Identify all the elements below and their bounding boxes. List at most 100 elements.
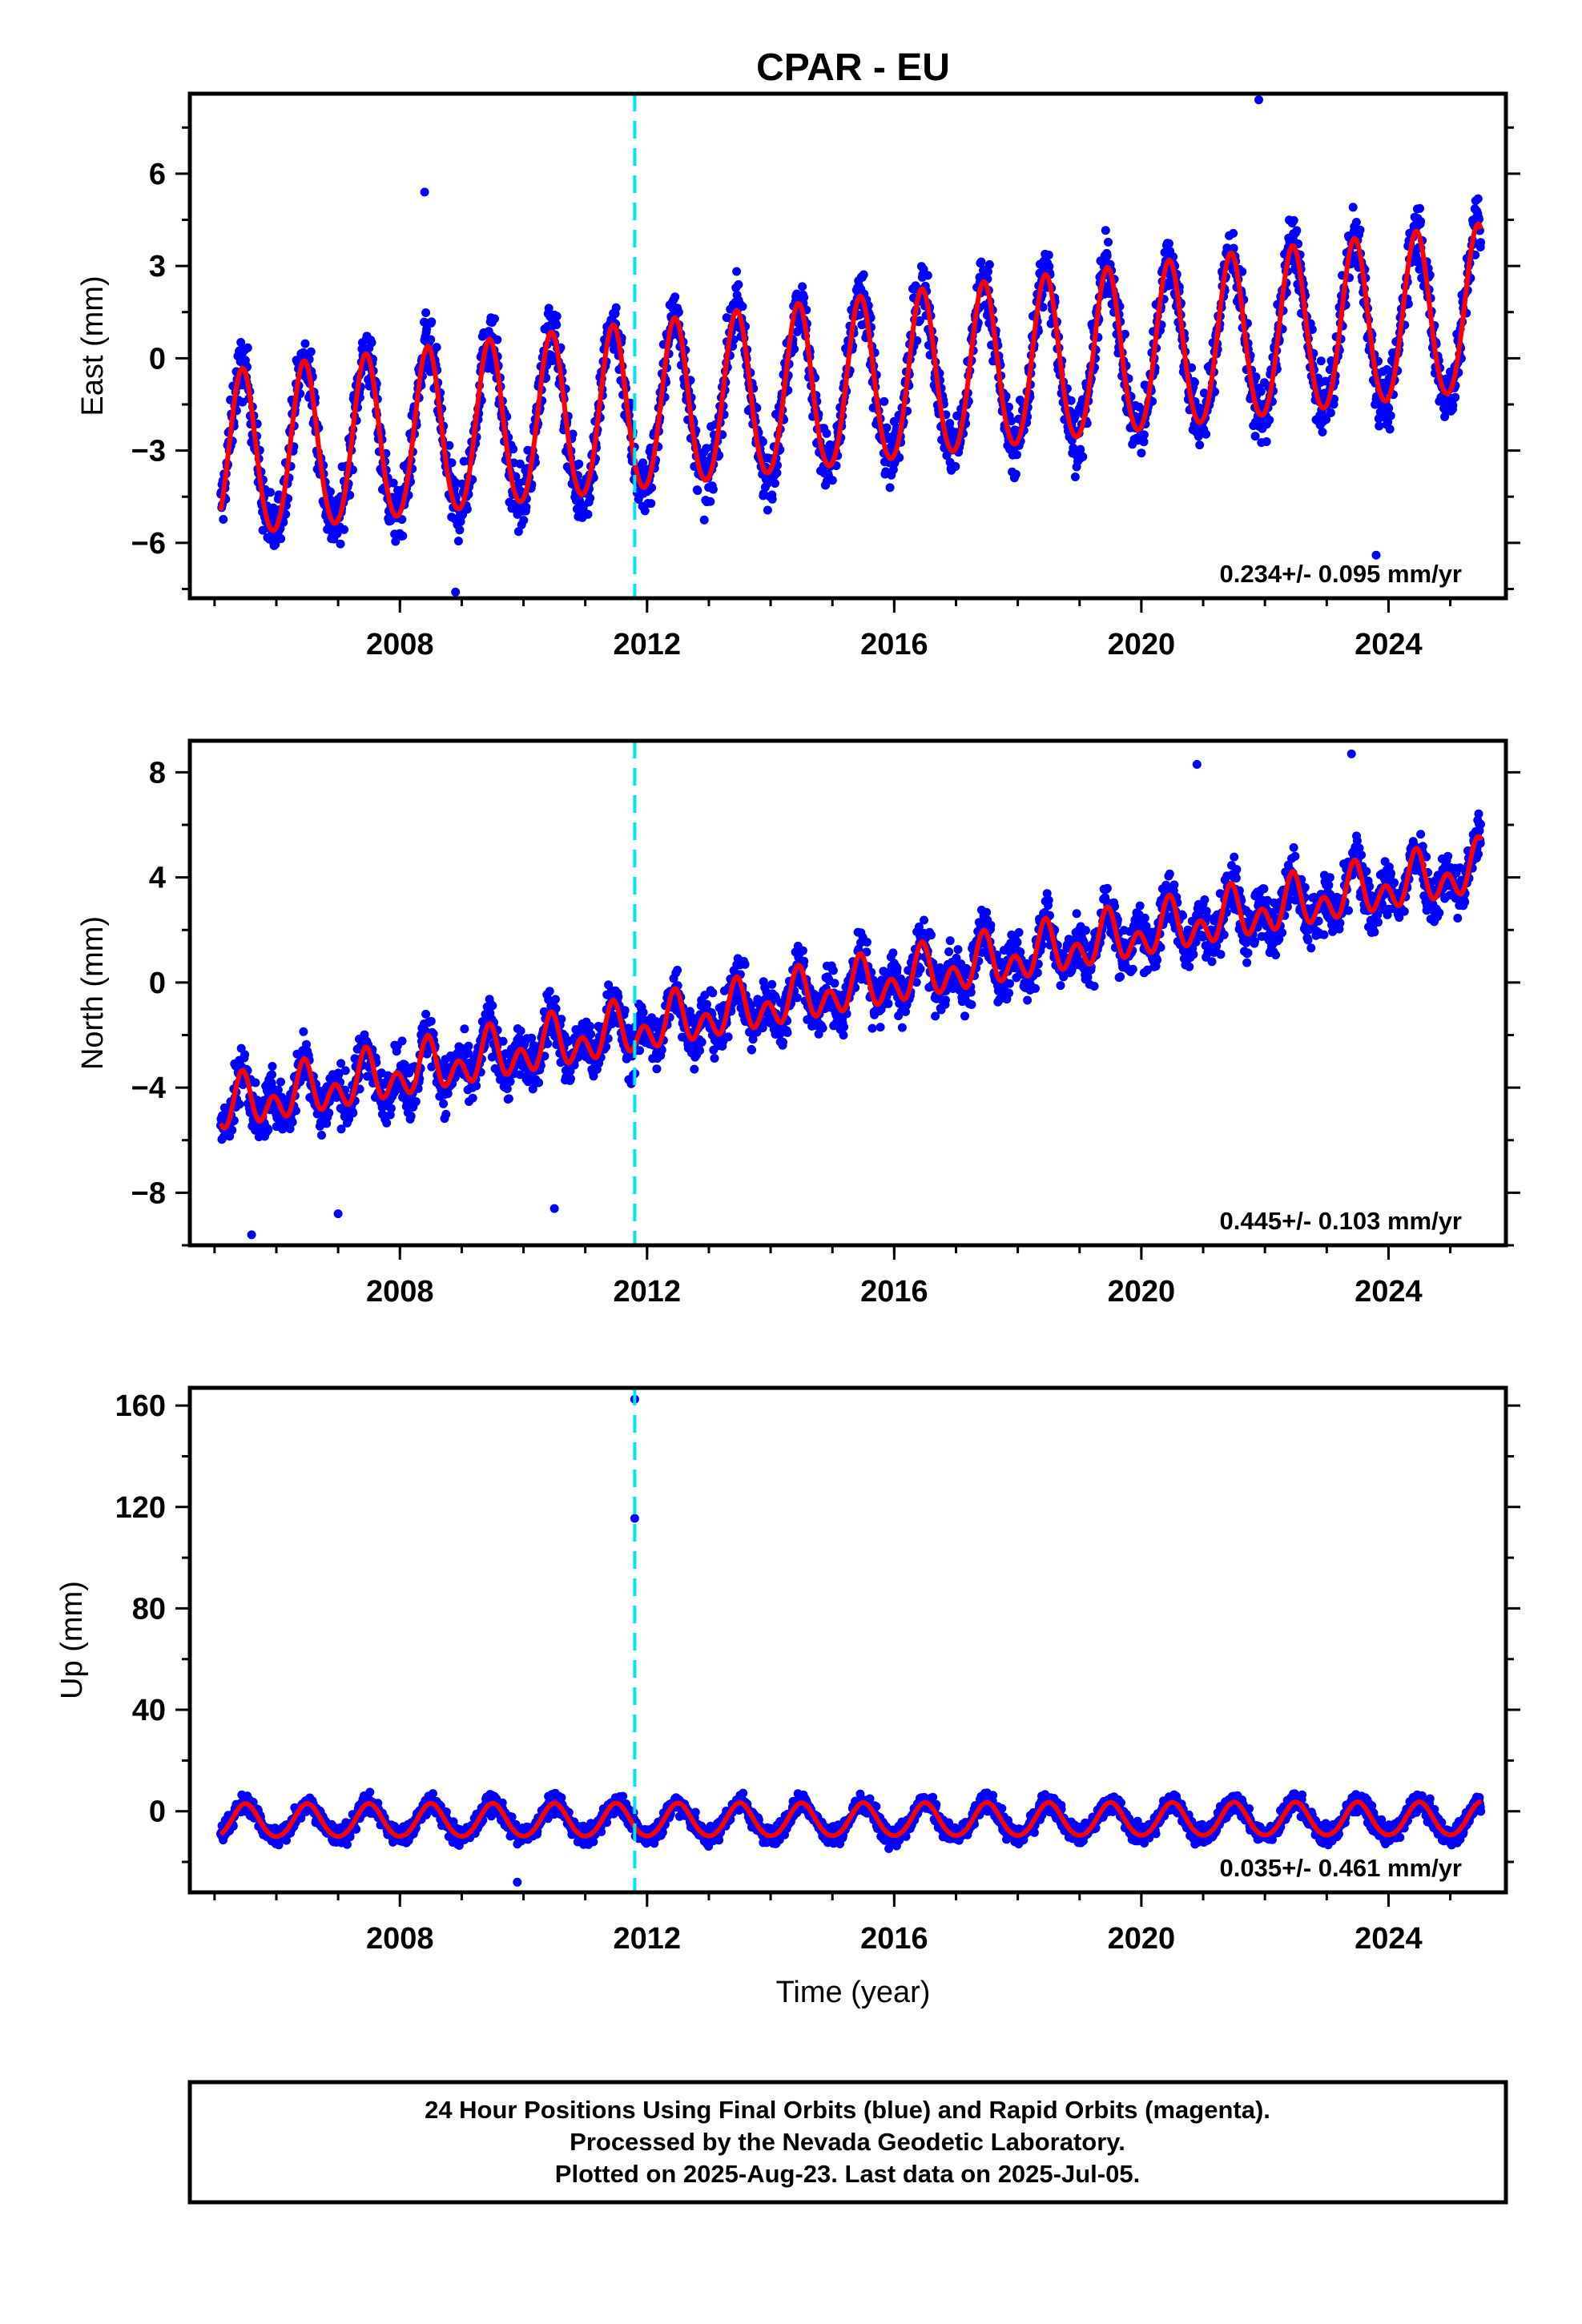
data-point xyxy=(439,1099,449,1108)
data-point xyxy=(1195,440,1205,450)
data-point xyxy=(693,486,702,496)
data-point xyxy=(953,945,963,955)
data-point xyxy=(859,270,868,279)
data-point xyxy=(702,444,711,453)
data-point xyxy=(732,267,742,276)
data-point xyxy=(276,1077,285,1087)
data-point xyxy=(920,915,928,925)
data-point xyxy=(1375,421,1384,431)
data-point xyxy=(426,1016,436,1026)
data-point xyxy=(276,534,286,544)
data-point xyxy=(574,459,584,468)
outlier-point xyxy=(420,187,429,197)
data-point xyxy=(534,1078,544,1088)
y-tick-label: 3 xyxy=(149,250,166,283)
x-tick-label: 2016 xyxy=(860,628,928,661)
data-point xyxy=(767,979,777,989)
data-point xyxy=(1104,237,1113,247)
data-point xyxy=(382,1118,392,1128)
data-point xyxy=(960,1011,969,1021)
data-point xyxy=(268,1070,276,1080)
data-point xyxy=(336,539,345,549)
data-point xyxy=(240,1050,250,1059)
data-point xyxy=(828,966,838,975)
data-point xyxy=(945,419,955,428)
data-point xyxy=(586,1022,595,1031)
data-point xyxy=(738,302,747,312)
data-point xyxy=(699,515,709,525)
data-point xyxy=(545,987,554,996)
data-point xyxy=(758,437,767,447)
data-point xyxy=(317,1131,326,1140)
data-point xyxy=(348,1108,358,1118)
data-point xyxy=(445,440,454,450)
data-point xyxy=(386,1104,396,1113)
data-point xyxy=(1012,450,1021,460)
data-point xyxy=(509,444,518,454)
data-point xyxy=(640,506,650,516)
data-point xyxy=(767,494,777,504)
data-point xyxy=(1066,396,1076,405)
data-point xyxy=(544,304,553,313)
data-point xyxy=(453,537,463,546)
data-point xyxy=(251,1078,260,1088)
data-point xyxy=(708,485,718,494)
data-point xyxy=(1007,416,1016,426)
data-point xyxy=(927,931,936,940)
data-point xyxy=(1004,402,1013,412)
data-point xyxy=(460,1024,469,1034)
data-point xyxy=(219,515,228,524)
data-point xyxy=(521,502,531,512)
data-point xyxy=(967,1000,976,1009)
outlier-point xyxy=(1371,550,1381,560)
data-point xyxy=(652,1064,662,1074)
data-point xyxy=(892,963,902,973)
data-point xyxy=(885,483,895,493)
data-point xyxy=(1076,444,1085,454)
data-point xyxy=(493,335,502,344)
data-point xyxy=(1137,448,1146,458)
data-point xyxy=(388,478,398,488)
data-point xyxy=(325,487,335,497)
data-point xyxy=(710,1054,719,1063)
data-point xyxy=(504,1094,513,1104)
data-point xyxy=(488,1001,497,1011)
data-point xyxy=(397,1036,407,1046)
data-point xyxy=(490,314,499,324)
data-point xyxy=(1385,424,1395,434)
data-point xyxy=(674,308,683,317)
data-point xyxy=(790,344,799,354)
data-point xyxy=(1120,329,1129,339)
x-tick-label: 2020 xyxy=(1108,628,1176,661)
data-point xyxy=(1473,194,1483,203)
data-point xyxy=(568,429,578,439)
data-point xyxy=(916,964,925,974)
data-point xyxy=(1289,215,1298,225)
data-point xyxy=(432,343,441,352)
data-point xyxy=(464,1041,473,1051)
chart-title: CPAR - EU xyxy=(756,46,950,89)
data-point xyxy=(340,1066,350,1076)
data-point xyxy=(976,257,986,267)
data-point xyxy=(646,499,656,509)
data-point xyxy=(235,1100,244,1109)
data-point xyxy=(779,1037,787,1047)
data-point xyxy=(983,267,992,276)
data-point xyxy=(459,456,469,466)
data-point xyxy=(586,1029,596,1039)
data-point xyxy=(1318,428,1327,436)
data-point xyxy=(798,282,807,292)
data-point xyxy=(1415,203,1424,213)
data-point xyxy=(551,995,560,1004)
data-point xyxy=(1386,411,1395,420)
data-point xyxy=(723,1032,733,1042)
data-point xyxy=(897,1023,907,1032)
data-point xyxy=(783,1028,792,1037)
data-point xyxy=(441,1109,451,1119)
data-point xyxy=(552,320,562,330)
data-point xyxy=(1262,437,1271,446)
data-point xyxy=(264,1125,273,1135)
data-point xyxy=(406,1112,416,1121)
